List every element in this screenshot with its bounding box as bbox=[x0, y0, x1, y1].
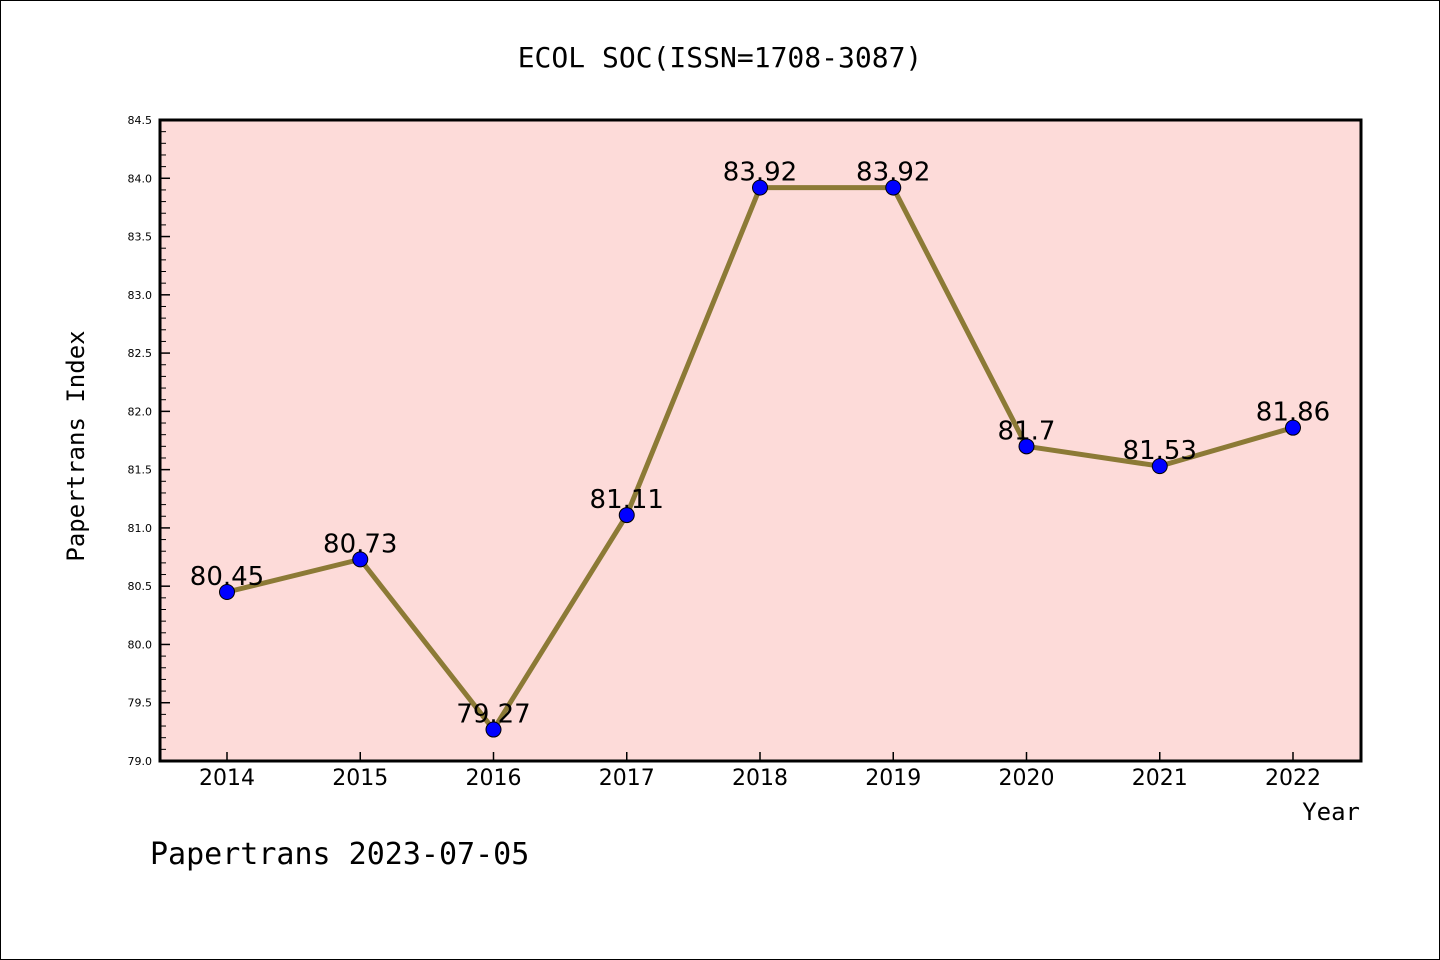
x-axis: 2014 2015 2016 2017 2018 2019 2020 2021 2022 bbox=[199, 752, 1321, 791]
x-tick-label: 2020 bbox=[999, 766, 1055, 791]
data-label: 81.7 bbox=[998, 416, 1056, 446]
y-tick-label: 82.0 bbox=[128, 405, 153, 418]
x-tick-label: 2014 bbox=[199, 766, 255, 791]
x-axis-title: Year bbox=[1302, 798, 1360, 826]
data-label: 80.45 bbox=[190, 562, 264, 592]
data-point bbox=[1151, 458, 1168, 475]
data-point bbox=[618, 507, 635, 524]
data-point bbox=[885, 179, 902, 196]
y-tick-label: 79.5 bbox=[128, 697, 153, 710]
data-point bbox=[1285, 419, 1301, 436]
y-axis: 79.0 79.5 80.0 80.5 81.0 81.5 82.0 82.5 83.0 83.5… bbox=[128, 114, 170, 768]
data-label: 81.11 bbox=[590, 485, 664, 515]
y-tick-label: 79.0 bbox=[128, 755, 153, 768]
y-tick-label: 82.5 bbox=[128, 347, 153, 360]
data-label: 83.92 bbox=[723, 158, 797, 188]
x-tick-label: 2016 bbox=[466, 766, 522, 791]
data-label: 81.53 bbox=[1123, 436, 1197, 466]
y-tick-label: 80.0 bbox=[128, 638, 153, 651]
data-label: 81.86 bbox=[1256, 398, 1330, 428]
data-label: 79.27 bbox=[456, 700, 530, 730]
footer-text: Papertrans 2023-07-05 bbox=[150, 837, 529, 872]
y-tick-label: 84.0 bbox=[128, 172, 153, 185]
x-tick-label: 2022 bbox=[1265, 766, 1321, 791]
data-label: 83.92 bbox=[856, 158, 930, 188]
data-point bbox=[752, 179, 768, 196]
y-tick-label: 84.5 bbox=[128, 114, 153, 127]
x-tick-label: 2019 bbox=[865, 766, 921, 791]
y-tick-label: 80.5 bbox=[128, 580, 153, 593]
x-tick-label: 2021 bbox=[1132, 766, 1188, 791]
series-markers bbox=[219, 179, 1301, 738]
data-label: 80.73 bbox=[323, 529, 397, 559]
data-labels: 80.45 80.73 79.27 81.11 83.92 83.92 81.7 81.53 8… bbox=[190, 158, 1330, 730]
data-point bbox=[352, 551, 369, 568]
y-tick-label: 83.0 bbox=[128, 289, 153, 302]
data-point bbox=[219, 584, 235, 601]
plot-border bbox=[158, 118, 1363, 763]
y-tick-label: 81.0 bbox=[128, 522, 153, 535]
y-axis-title: Papertrans Index bbox=[62, 330, 90, 561]
y-tick-label: 83.5 bbox=[128, 231, 153, 244]
chart-title: ECOL SOC(ISSN=1708-3087) bbox=[518, 41, 923, 74]
data-point bbox=[485, 721, 502, 738]
x-tick-label: 2015 bbox=[332, 766, 388, 791]
data-point bbox=[1018, 438, 1035, 455]
plot-area bbox=[160, 120, 1361, 761]
y-tick-label: 81.5 bbox=[128, 464, 153, 477]
x-tick-label: 2018 bbox=[732, 766, 788, 791]
x-tick-label: 2017 bbox=[599, 766, 655, 791]
